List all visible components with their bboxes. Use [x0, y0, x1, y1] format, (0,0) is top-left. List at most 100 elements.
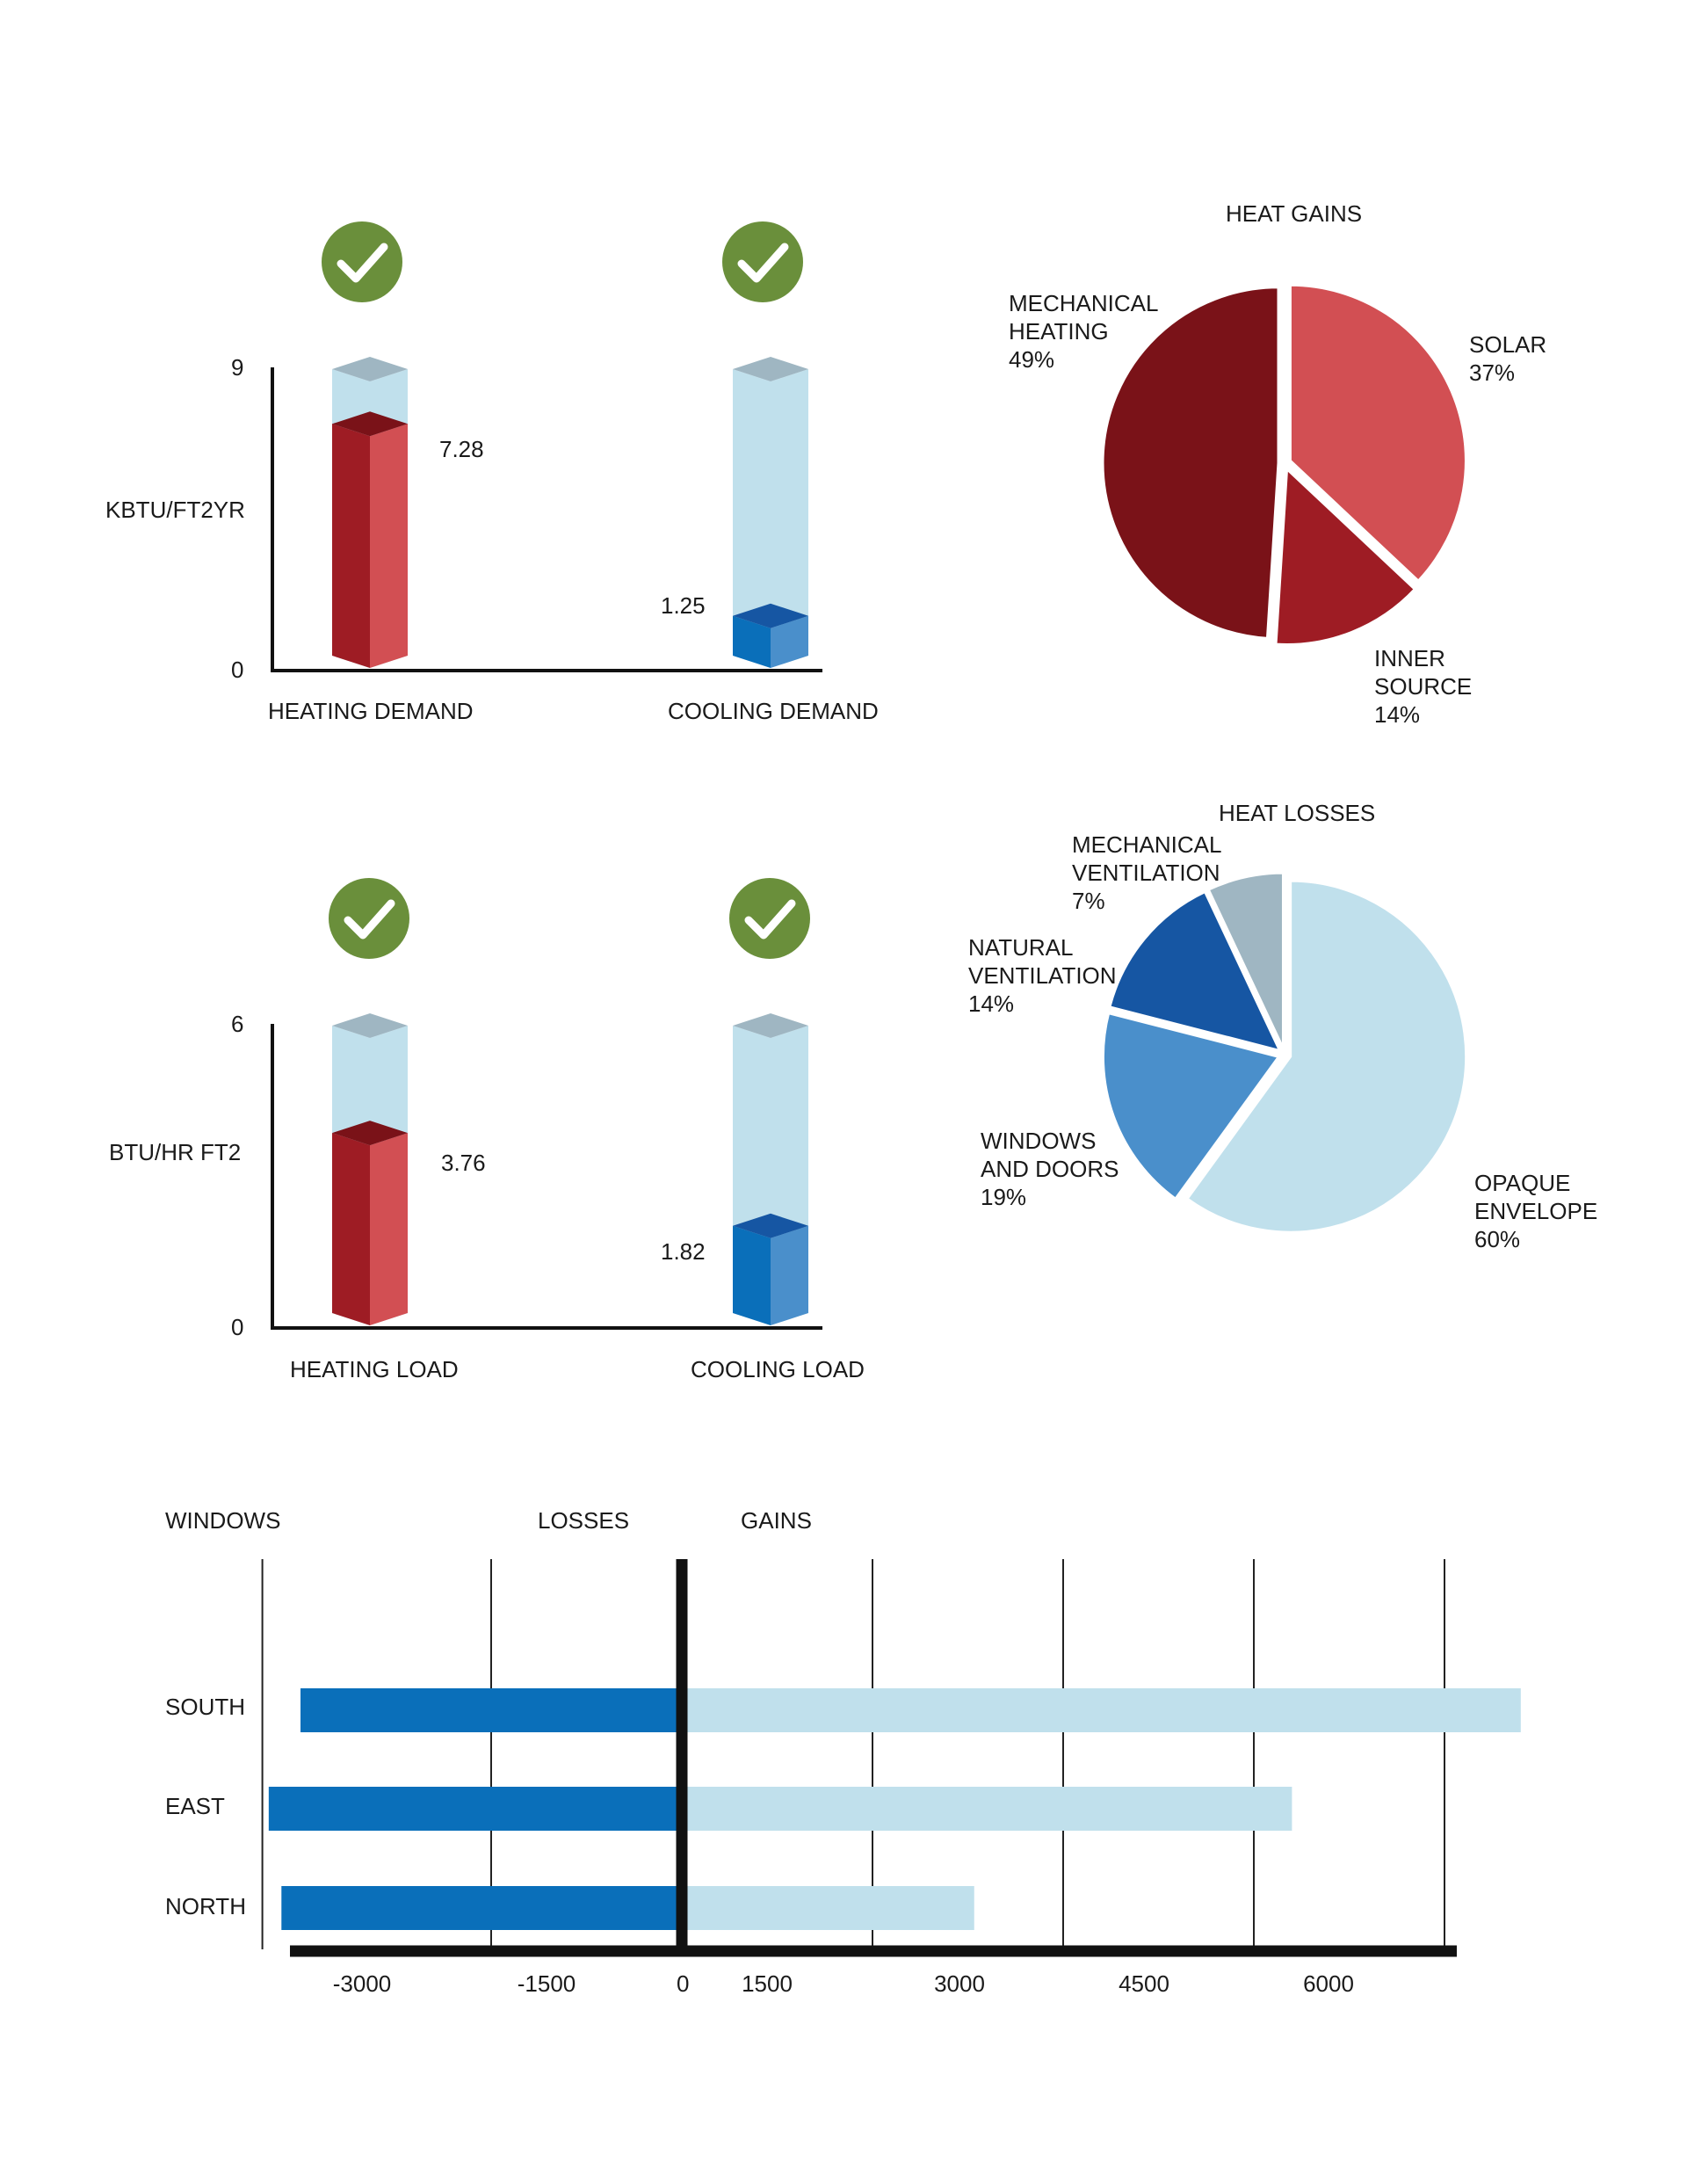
load-columns	[332, 1013, 808, 1325]
x-tick-label: 4500	[1119, 1970, 1169, 1997]
check-icon	[329, 878, 409, 959]
heat-losses-title: HEAT LOSSES	[1219, 800, 1375, 826]
heat-gains-title: HEAT GAINS	[1226, 200, 1362, 227]
slice-label-pct: 14%	[968, 990, 1014, 1017]
column-fill-left	[733, 1225, 771, 1325]
load-ytick-max: 6	[231, 1011, 243, 1037]
windows-losses-heading: LOSSES	[538, 1507, 629, 1534]
pie-slice-solar	[1288, 283, 1467, 584]
column-fill-right	[771, 1225, 808, 1325]
x-tick-label: 1500	[742, 1970, 793, 1997]
slice-label-line: SOURCE	[1374, 673, 1472, 700]
column-fill-right	[771, 615, 808, 668]
column-sleeve	[733, 369, 808, 668]
heat-losses-label-nat-vent: NATURAL VENTILATION 14%	[968, 934, 1117, 1017]
slice-label-pct: 37%	[1469, 359, 1515, 386]
heat-losses-pie-chart: HEAT LOSSES MECHANICAL VENTILATION 7% NA…	[968, 800, 1597, 1252]
slice-label-line: WINDOWS	[981, 1128, 1096, 1154]
check-icon-mark	[344, 899, 395, 940]
heat-losses-label-windows: WINDOWS AND DOORS 19%	[981, 1128, 1119, 1210]
column-fill-top	[733, 603, 808, 628]
check-icon	[722, 221, 803, 302]
column-fill-top	[332, 1121, 408, 1146]
heat-losses-label-mech-vent: MECHANICAL VENTILATION 7%	[1072, 831, 1221, 914]
check-icon-mark	[737, 243, 789, 283]
column-sleeve-top	[332, 1013, 408, 1038]
column-fill-left	[733, 615, 771, 668]
demand-category-heating: HEATING DEMAND	[268, 698, 474, 724]
slice-label-line: ENVELOPE	[1474, 1198, 1597, 1224]
windows-tick-labels: -3000 -1500 0 1500 3000 4500 6000	[333, 1970, 1354, 1997]
check-icon-circle	[329, 878, 409, 959]
heat-gains-pie-chart: HEAT GAINS MECHANICAL HEATING 49% SOLAR …	[1009, 200, 1546, 728]
load-category-heating: HEATING LOAD	[290, 1356, 459, 1382]
column-fill-top	[733, 1213, 808, 1238]
pie-slice-inner-source	[1274, 466, 1417, 647]
slice-label-line: VENTILATION	[1072, 860, 1220, 886]
demand-value-heating: 7.28	[439, 436, 484, 462]
windows-gridlines	[261, 1559, 1445, 1949]
heat-gains-label-solar: SOLAR 37%	[1469, 331, 1546, 386]
slice-label-line: NATURAL	[968, 934, 1073, 961]
check-icon	[729, 878, 810, 959]
windows-gains-heading: GAINS	[741, 1507, 812, 1534]
demand-columns	[332, 357, 808, 668]
load-category-cooling: COOLING LOAD	[691, 1356, 865, 1382]
demand-ylabel: KBTU/FT2YR	[105, 497, 245, 523]
column-fill-right	[370, 424, 408, 668]
demand-chart: 9 0 KBTU/FT2YR HEATING DEMAND COOLING DE…	[105, 221, 879, 724]
column-fill-right	[370, 1133, 408, 1325]
pie-slice-opaque-envelope	[1185, 879, 1468, 1234]
slice-label-line: AND DOORS	[981, 1156, 1119, 1182]
x-tick-label: -3000	[333, 1970, 392, 1997]
pie-slice-natural-ventilation	[1108, 889, 1283, 1053]
windows-bars	[268, 1688, 1521, 1930]
column-fill-left	[332, 1133, 370, 1325]
slice-label-line: HEATING	[1009, 318, 1109, 345]
windows-chart: WINDOWS LOSSES GAINS -3000 -1500 0 1500 3000…	[165, 1507, 1521, 1997]
column-sleeve-top	[332, 357, 408, 381]
bar-loss-east	[268, 1787, 682, 1831]
demand-category-cooling: COOLING DEMAND	[668, 698, 879, 724]
heat-losses-label-opaque: OPAQUE ENVELOPE 60%	[1474, 1170, 1597, 1252]
slice-label-pct: 60%	[1474, 1226, 1520, 1252]
load-value-cooling: 1.82	[661, 1238, 706, 1265]
check-icon-mark	[337, 243, 388, 283]
check-icon	[322, 221, 402, 302]
pie-slice-windows-and-doors	[1101, 1011, 1281, 1201]
slice-label-pct: 49%	[1009, 346, 1054, 373]
check-icon-circle	[729, 878, 810, 959]
bar-gain-east	[682, 1787, 1292, 1831]
slice-label-pct: 7%	[1072, 888, 1105, 914]
slice-label-line: VENTILATION	[968, 962, 1117, 989]
load-chart: 6 0 BTU/HR FT2 HEATING LOAD COOLING LOAD…	[109, 878, 865, 1382]
column-fill-left	[332, 424, 370, 668]
slice-label-line: MECHANICAL	[1072, 831, 1221, 858]
heat-losses-slices	[1101, 871, 1468, 1234]
column-cooling-load	[733, 1013, 808, 1325]
check-icon-circle	[322, 221, 402, 302]
column-heating-load	[332, 1013, 408, 1325]
slice-label-pct: 14%	[1374, 701, 1420, 728]
column-sleeve-top	[733, 357, 808, 381]
bar-loss-north	[281, 1886, 682, 1930]
check-icon-circle	[722, 221, 803, 302]
x-tick-label: 0	[677, 1970, 689, 1997]
load-ytick-min: 0	[231, 1314, 243, 1340]
x-tick-label: 3000	[934, 1970, 985, 1997]
demand-ytick-min: 0	[231, 657, 243, 683]
column-sleeve-top	[733, 1013, 808, 1038]
x-tick-label: -1500	[518, 1970, 576, 1997]
pie-slice-mechanical-heating	[1101, 286, 1280, 640]
demand-value-cooling: 1.25	[661, 592, 706, 619]
load-value-heating: 3.76	[441, 1150, 486, 1176]
bar-gain-north	[682, 1886, 974, 1930]
windows-title: WINDOWS	[165, 1507, 280, 1534]
slice-label-line: SOLAR	[1469, 331, 1546, 358]
bar-gain-south	[682, 1688, 1521, 1732]
x-tick-label: 6000	[1303, 1970, 1354, 1997]
windows-category-north: NORTH	[165, 1893, 246, 1919]
bar-loss-south	[300, 1688, 682, 1732]
heat-gains-label-mechanical: MECHANICAL HEATING 49%	[1009, 290, 1158, 373]
